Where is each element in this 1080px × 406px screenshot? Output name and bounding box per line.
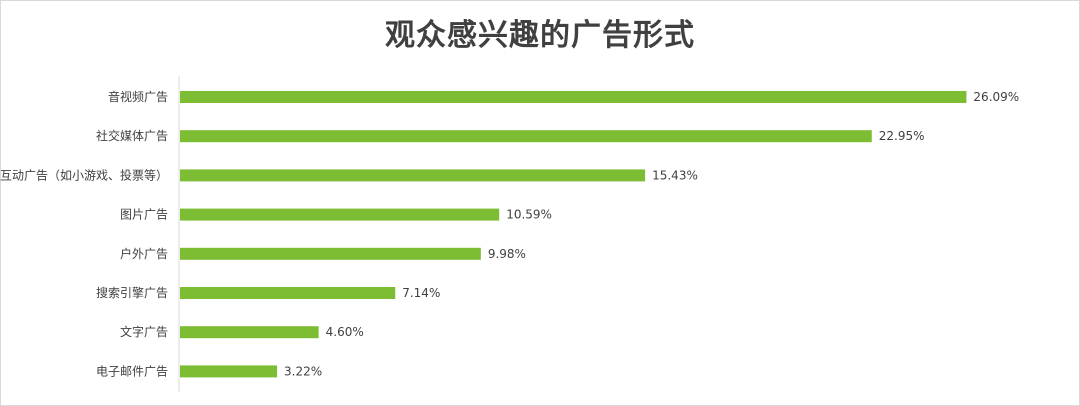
category-label: 搜索引擎广告: [96, 285, 168, 300]
data-label: 26.09%: [973, 90, 1019, 104]
bar: [180, 169, 646, 182]
bar: [180, 247, 481, 260]
category-label: 互动广告（如小游戏、投票等）: [0, 167, 168, 182]
category-label: 户外广告: [120, 246, 168, 261]
bar: [180, 365, 278, 378]
data-label: 15.43%: [652, 168, 698, 182]
data-label: 4.60%: [326, 325, 364, 339]
category-label: 文字广告: [120, 324, 168, 339]
bar: [180, 287, 396, 299]
data-label: 7.14%: [402, 286, 440, 300]
data-label: 3.22%: [284, 364, 322, 378]
bar: [180, 130, 872, 143]
bar: [180, 91, 967, 103]
data-label: 22.95%: [879, 129, 925, 143]
category-label: 社交媒体广告: [96, 128, 168, 143]
chart-title: 观众感兴趣的广告形式: [385, 18, 695, 53]
bar: [180, 208, 500, 221]
bar: [180, 326, 319, 339]
category-label: 图片广告: [120, 208, 168, 222]
category-label: 音视频广告: [108, 89, 168, 104]
data-label: 9.98%: [488, 247, 526, 261]
data-label: 10.59%: [506, 208, 552, 222]
category-label: 电子邮件广告: [96, 364, 168, 378]
